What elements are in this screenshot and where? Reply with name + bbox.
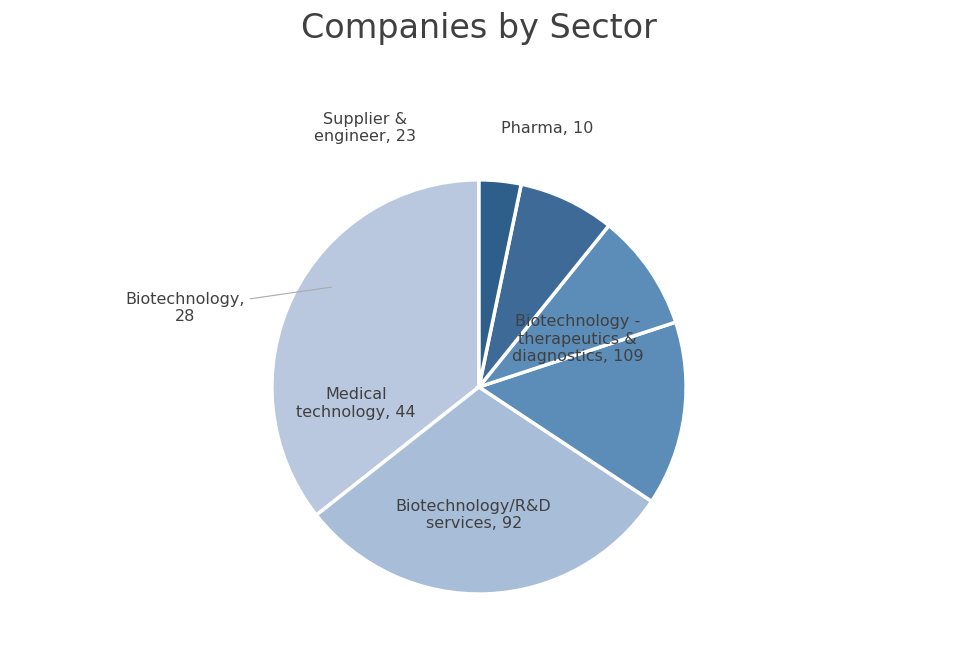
Text: Biotechnology -
therapeutics &
diagnostics, 109: Biotechnology - therapeutics & diagnosti… — [512, 314, 644, 364]
Text: Supplier &
engineer, 23: Supplier & engineer, 23 — [314, 112, 416, 144]
Wedge shape — [479, 225, 675, 387]
Text: Pharma, 10: Pharma, 10 — [501, 121, 594, 136]
Wedge shape — [272, 180, 479, 515]
Text: Biotechnology/R&D
services, 92: Biotechnology/R&D services, 92 — [396, 499, 552, 531]
Wedge shape — [316, 387, 651, 594]
Text: Medical
technology, 44: Medical technology, 44 — [296, 387, 416, 420]
Wedge shape — [479, 180, 521, 387]
Title: Companies by Sector: Companies by Sector — [301, 12, 657, 45]
Wedge shape — [479, 184, 609, 387]
Wedge shape — [479, 322, 686, 501]
Text: Biotechnology,
28: Biotechnology, 28 — [125, 287, 331, 324]
